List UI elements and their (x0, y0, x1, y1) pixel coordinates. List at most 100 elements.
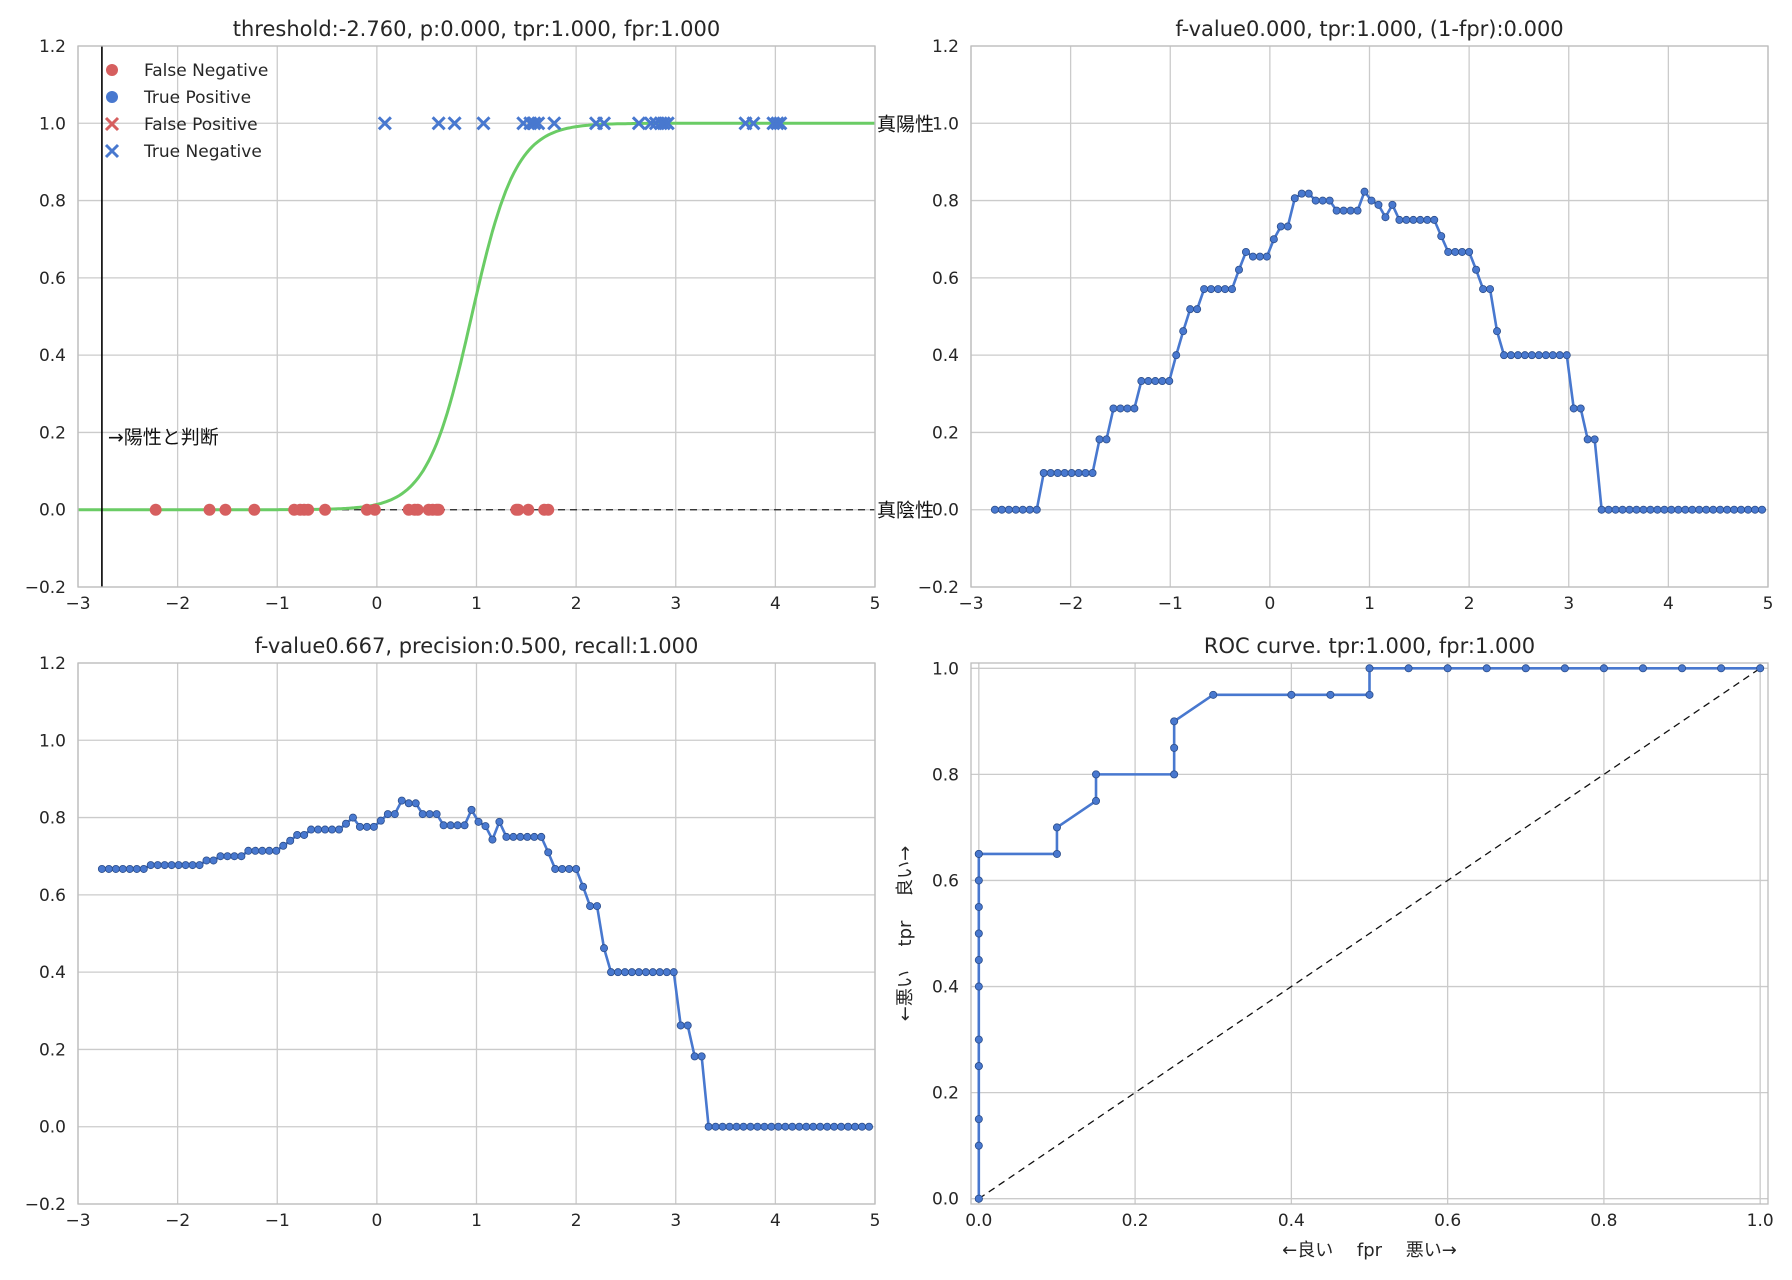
y-tick-label: 1.0 (932, 659, 959, 679)
x-tick-label: 0 (371, 1211, 382, 1231)
data-point (1339, 206, 1348, 215)
data-point (1144, 377, 1153, 386)
data-point (1688, 505, 1697, 514)
x-tick-label: 0.0 (965, 1211, 992, 1231)
data-point (1137, 377, 1146, 386)
data-point (788, 1122, 797, 1131)
x-tick-label: 0 (371, 594, 382, 614)
data-point (974, 902, 983, 911)
data-point (502, 832, 511, 841)
y-tick-label: 0.6 (39, 269, 66, 289)
chart-title: f-value0.000, tpr:1.000, (1-fpr):0.000 (1175, 17, 1563, 41)
data-point (718, 1122, 727, 1131)
data-point (258, 846, 267, 855)
data-point (1311, 196, 1320, 205)
data-point (279, 841, 288, 850)
data-point (844, 1122, 853, 1131)
x-tick-label: 0.4 (1278, 1211, 1305, 1231)
data-point (753, 1122, 762, 1131)
data-point (544, 848, 553, 857)
data-point (1123, 404, 1132, 413)
y-tick-label: 0.6 (932, 871, 959, 891)
y-tick-label: 0.2 (39, 423, 66, 443)
data-point (1638, 664, 1647, 673)
y-tick-label: 0.4 (932, 346, 959, 366)
data-point (160, 861, 169, 870)
data-point (341, 819, 350, 828)
data-point (1717, 664, 1726, 673)
data-point (1520, 351, 1529, 360)
data-point (404, 799, 413, 808)
data-point (251, 846, 260, 855)
data-point (1053, 469, 1062, 478)
x-tick-label: −3 (65, 1211, 90, 1231)
data-point (1276, 222, 1285, 231)
data-point (739, 1122, 748, 1131)
y-tick-label: 1.0 (932, 114, 959, 134)
data-point (1095, 435, 1104, 444)
data-point (1618, 505, 1627, 514)
data-point (1365, 690, 1374, 699)
data-point (1221, 285, 1230, 294)
data-point (1527, 351, 1536, 360)
data-point (1756, 664, 1765, 673)
x-tick-label: 1 (471, 594, 482, 614)
data-point (662, 968, 671, 977)
data-point (1646, 505, 1655, 514)
data-point (1109, 404, 1118, 413)
x-tick-label: −1 (1158, 594, 1183, 614)
data-point (188, 861, 197, 870)
data-point (606, 968, 615, 977)
data-point (1018, 505, 1027, 514)
data-point (1576, 404, 1585, 413)
data-point (202, 856, 211, 865)
plot-frame (970, 662, 1769, 1205)
data-point (1604, 505, 1613, 514)
data-point (1193, 305, 1202, 314)
y-tick-label: 0.2 (932, 423, 959, 443)
data-point (537, 832, 546, 841)
chart-roc: 0.0 0.2 0.4 0.6 0.8 1.0 0.0 0.2 0.4 0.6 0.8 1.0 ROC … (895, 634, 1774, 1261)
data-point (328, 825, 337, 834)
data-point (634, 968, 643, 977)
data-point (823, 1122, 832, 1131)
true-negative-marker (660, 116, 675, 131)
data-point (335, 825, 344, 834)
data-point (1088, 469, 1097, 478)
data-point (1228, 285, 1237, 294)
data-point (174, 861, 183, 870)
y-tick-label: 1.2 (39, 654, 66, 674)
data-point (1465, 247, 1474, 256)
true-positive-marker (149, 503, 162, 516)
x-tick-label: −2 (165, 1211, 190, 1231)
data-point (216, 852, 225, 861)
true-positive-marker (411, 503, 424, 516)
legend-label: False Positive (144, 115, 258, 135)
data-point (1269, 235, 1278, 244)
data-point (683, 1021, 692, 1030)
y-tick-label: 0.0 (932, 1190, 959, 1210)
data-point (1025, 505, 1034, 514)
data-point (1499, 351, 1508, 360)
data-point (600, 944, 609, 953)
data-point (1534, 351, 1543, 360)
data-point (1597, 505, 1606, 514)
data-point (1395, 215, 1404, 224)
data-point (802, 1122, 811, 1131)
data-point (1744, 505, 1753, 514)
data-point (348, 813, 357, 822)
data-point (1479, 285, 1488, 294)
data-point (1443, 664, 1452, 673)
y-tick-label: 0.8 (39, 809, 66, 829)
data-point (1004, 505, 1013, 514)
legend-marker-x (104, 143, 120, 159)
data-point (1625, 505, 1634, 514)
x-tick-label: 5 (870, 594, 881, 614)
x-tick-label: 1 (1364, 594, 1375, 614)
y-tick-label: 0.4 (932, 978, 959, 998)
true-positive-marker (368, 503, 381, 516)
legend-marker-circle (106, 64, 118, 76)
data-point (397, 796, 406, 805)
y-tick-label: −0.2 (918, 578, 959, 598)
data-point (725, 1122, 734, 1131)
